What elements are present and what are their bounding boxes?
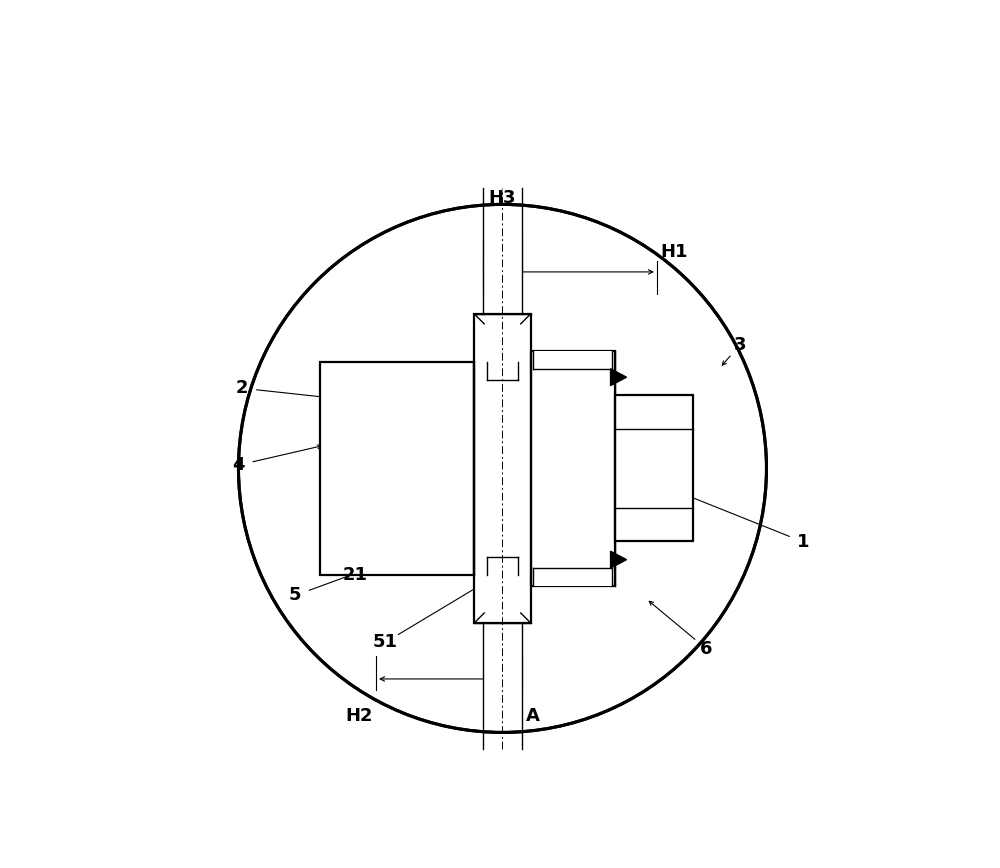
Text: 2: 2	[236, 379, 248, 398]
Polygon shape	[611, 369, 627, 385]
Text: 6: 6	[700, 640, 713, 658]
Text: 51: 51	[373, 633, 398, 651]
Text: 5: 5	[289, 587, 302, 604]
Text: A: A	[525, 707, 539, 725]
Bar	[531, 351, 615, 586]
Polygon shape	[611, 551, 627, 568]
Bar	[533, 351, 612, 369]
Bar	[487, 557, 518, 575]
Text: H3: H3	[489, 189, 516, 207]
Bar	[320, 362, 474, 575]
Bar	[500, 314, 505, 623]
Bar	[533, 568, 612, 586]
Bar	[474, 314, 531, 623]
Bar	[487, 362, 518, 380]
Text: 21: 21	[343, 566, 368, 584]
Text: H1: H1	[660, 243, 688, 260]
Bar	[320, 362, 474, 575]
Bar	[483, 623, 522, 749]
Bar	[483, 187, 522, 314]
Text: 3: 3	[733, 336, 746, 354]
Bar	[615, 396, 693, 542]
Bar	[531, 351, 615, 586]
Text: 4: 4	[232, 456, 245, 474]
Text: H2: H2	[345, 707, 373, 725]
Text: 1: 1	[797, 533, 809, 551]
Bar	[474, 314, 531, 623]
